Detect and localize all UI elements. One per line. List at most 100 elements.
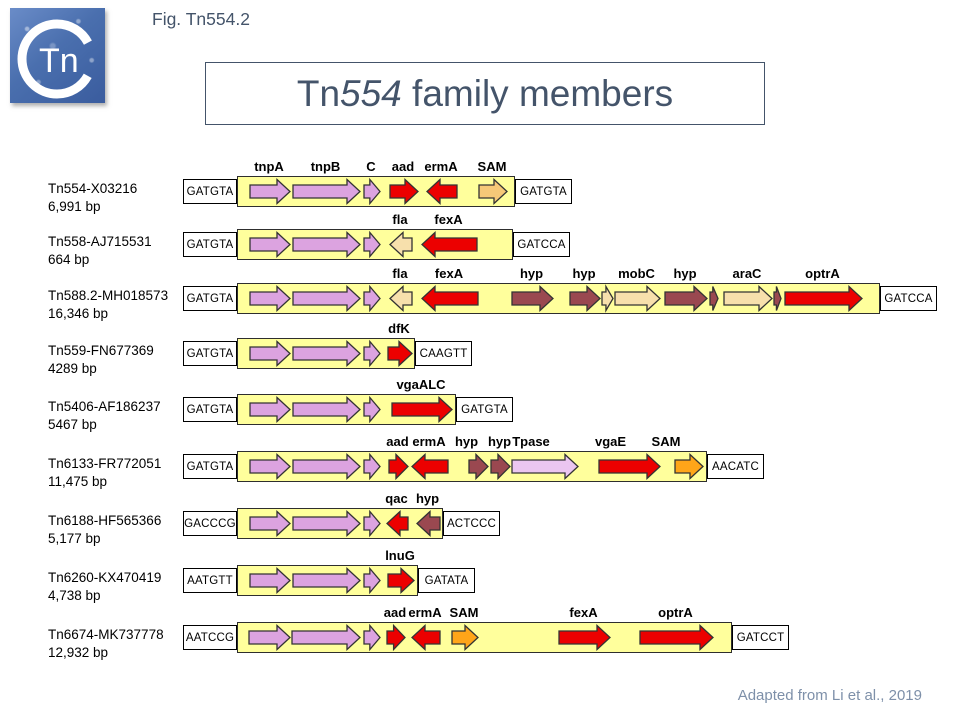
sequence-box-right: AACATC: [707, 454, 764, 479]
row-accession: Tn6188-HF565366: [48, 513, 162, 528]
gene-arrow-fla: [389, 231, 413, 258]
gene-label-hyp: hyp: [673, 266, 697, 281]
gene-label-fexA: fexA: [434, 212, 463, 227]
row-accession: Tn5406-AF186237: [48, 399, 161, 414]
gene-arrow-tnpA: [249, 510, 291, 537]
tn-logo-c-icon: Tn: [17, 19, 97, 99]
gene-arrow-orf: [773, 286, 782, 311]
gene-bar: [237, 338, 415, 369]
gene-bar: [237, 451, 707, 482]
tn-logo-text: Tn: [39, 42, 79, 80]
gene-label-tnpC: C: [366, 159, 376, 174]
gene-arrow-tnpB: [292, 510, 361, 537]
sequence-box-right: ACTCCC: [443, 511, 500, 536]
row-accession: Tn6260-KX470419: [48, 570, 162, 585]
row-accession: Tn558-AJ715531: [48, 234, 152, 249]
gene-arrow-tnpB: [292, 453, 361, 480]
gene-label-hyp: hyp: [454, 434, 479, 449]
gene-label-tnpA: tnpA: [254, 159, 284, 174]
gene-arrow-ermA: [426, 178, 458, 205]
row-label: Tn6133-FR772051 11,475 bp: [48, 455, 161, 490]
gene-arrow-tnpA: [249, 453, 291, 480]
transposon-row: Tn6260-KX470419 4,738 bp AATGTT lnuG GATATA: [0, 547, 960, 603]
gene-label-hyp: hyp: [572, 266, 596, 281]
gene-label-SAM: SAM: [477, 159, 507, 174]
gene-arrow-tnpA: [248, 624, 291, 651]
gene-arrow-fexA: [558, 624, 611, 651]
sequence-box-left: GATGTA: [183, 286, 237, 311]
gene-arrow-hyp: [664, 285, 708, 312]
row-size: 11,475 bp: [48, 473, 108, 489]
gene-arrow-hyp: [490, 452, 511, 481]
transposon-row: Tn6188-HF565366 5,177 bp GACCCG qac hyp ACTCC…: [0, 490, 960, 546]
row-label: Tn6674-MK737778 12,932 bp: [48, 626, 164, 661]
source-caption: Adapted from Li et al., 2019: [737, 687, 922, 704]
gene-arrow-tnpA: [249, 231, 291, 258]
gene-label-SAM: SAM: [449, 605, 479, 620]
row-label: Tn558-AJ715531 664 bp: [48, 233, 152, 268]
row-label: Tn6260-KX470419 4,738 bp: [48, 569, 161, 604]
gene-arrow-fexA: [421, 285, 479, 312]
gene-arrow-Tpase: [511, 453, 579, 480]
gene-bar: [237, 283, 880, 314]
gene-label-ermA: ermA: [412, 434, 446, 449]
gene-arrow-tnpB: [291, 624, 361, 651]
gene-label-Tpase: Tpase: [512, 434, 550, 449]
sequence-box-left: GATGTA: [183, 397, 237, 422]
row-size: 12,932 bp: [48, 644, 109, 660]
row-accession: Tn6133-FR772051: [48, 456, 162, 471]
row-accession: Tn559-FN677369: [48, 343, 154, 358]
gene-arrow-tnpB: [292, 231, 361, 258]
row-size: 6,991 bp: [48, 198, 101, 214]
sequence-box-left: GATGTA: [183, 232, 237, 257]
sequence-box-right: GATCCT: [732, 625, 789, 650]
gene-arrow-vgaE: [598, 453, 661, 480]
gene-arrow-SAM: [451, 624, 479, 651]
gene-label-tnpB: tnpB: [310, 159, 341, 174]
gene-arrow-tnpB: [292, 178, 361, 205]
row-accession: Tn588.2-MH018573: [48, 288, 169, 303]
gene-arrow-orf: [709, 286, 719, 311]
gene-label-lnuG: lnuG: [385, 548, 415, 563]
sequence-box-left: GATGTA: [183, 454, 237, 479]
transposon-row: Tn6674-MK737778 12,932 bp AATCCG aad ermA SAM…: [0, 604, 960, 660]
row-size: 16,346 bp: [48, 305, 109, 321]
row-label: Tn5406-AF186237 5467 bp: [48, 398, 161, 433]
sequence-box-right: CAAGTT: [415, 341, 472, 366]
gene-arrow-araC: [723, 285, 773, 312]
gene-arrow-tnpA: [249, 340, 291, 367]
gene-label-hyp: hyp: [487, 434, 512, 449]
gene-arrow-tnpA: [249, 396, 291, 423]
gene-arrow-aad: [388, 452, 409, 481]
gene-label-aad: aad: [386, 434, 409, 449]
title-prefix: Tn: [296, 72, 341, 114]
sequence-box-right: GATCCA: [880, 286, 937, 311]
gene-label-vgaE: vgaE: [594, 434, 627, 449]
gene-label-fexA: fexA: [569, 605, 598, 620]
gene-label-mobC: mobC: [618, 266, 655, 281]
gene-label-vgaALC: vgaALC: [396, 377, 446, 392]
tn-logo: Tn: [10, 8, 105, 103]
title-box: Tn 554 family members: [205, 62, 765, 125]
gene-arrow-tnpC: [363, 509, 381, 538]
gene-label-SAM: SAM: [651, 434, 681, 449]
transposon-row: Tn588.2-MH018573 16,346 bp GATGTA fla fexA hy…: [0, 265, 960, 321]
gene-arrow-tnpA: [249, 567, 291, 594]
gene-arrow-tnpB: [292, 285, 361, 312]
gene-label-fla: fla: [392, 212, 408, 227]
gene-arrow-optrA: [784, 285, 863, 312]
gene-arrow-optrA: [639, 624, 714, 651]
gene-arrow-ermA: [411, 624, 441, 651]
gene-arrow-tnpC: [363, 395, 381, 424]
gene-label-ermA: ermA: [408, 605, 442, 620]
gene-arrow-mobC: [614, 285, 661, 312]
gene-arrow-tnpC: [363, 452, 381, 481]
gene-label-optrA: optrA: [805, 266, 840, 281]
gene-label-dfK: dfK: [388, 321, 410, 336]
figure-label: Fig. Tn554.2: [152, 9, 250, 29]
gene-bar: [237, 176, 515, 207]
gene-arrow-fexA: [421, 231, 478, 258]
row-size: 5,177 bp: [48, 530, 101, 546]
row-size: 4,738 bp: [48, 587, 101, 603]
